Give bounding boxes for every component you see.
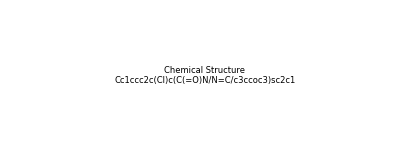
Text: Chemical Structure
Cc1ccc2c(Cl)c(C(=O)N/N=C/c3ccoc3)sc2c1: Chemical Structure Cc1ccc2c(Cl)c(C(=O)N/… [114,66,296,86]
